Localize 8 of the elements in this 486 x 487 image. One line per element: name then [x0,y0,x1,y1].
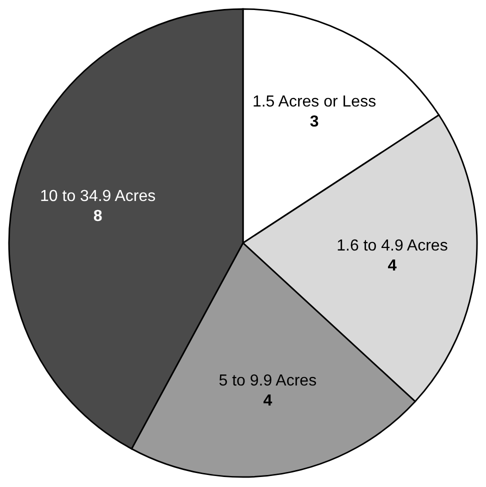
data-label: 4 [263,392,272,410]
data-label: 3 [310,113,319,130]
slice-label: 5 to 9.9 Acres [218,372,317,390]
data-label: 4 [388,257,397,274]
slice-label: 1.5 Acres or Less [252,93,376,110]
slice-label: 1.6 to 4.9 Acres [336,237,448,254]
data-label: 8 [93,208,102,226]
slice-label: 10 to 34.9 Acres [40,188,156,206]
